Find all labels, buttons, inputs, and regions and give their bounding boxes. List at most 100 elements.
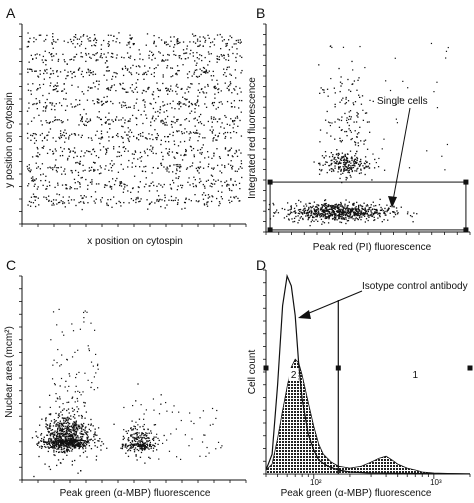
panel-a-point — [156, 198, 158, 201]
panel-a-point — [107, 52, 109, 54]
panel-c-point — [143, 442, 146, 445]
panel-b-point — [355, 161, 357, 163]
panel-a-point — [207, 194, 210, 196]
panel-a-point — [177, 163, 179, 166]
panel-c-point — [146, 441, 148, 443]
panel-a-point — [227, 53, 229, 56]
panel-b-point — [331, 211, 333, 213]
panel-a-point — [119, 184, 121, 187]
panel-a-point — [74, 34, 77, 36]
panel-c-point — [154, 442, 157, 445]
panel-a-point — [196, 51, 198, 54]
panel-a-point — [130, 131, 133, 134]
panel-a-point — [221, 185, 223, 187]
panel-a-point — [231, 155, 234, 157]
panel-a-point — [215, 108, 217, 110]
panel-a-point — [227, 163, 230, 165]
panel-c-point — [136, 459, 138, 461]
panel-c-point — [131, 434, 133, 436]
panel-a-point — [232, 120, 234, 122]
panel-c-point — [80, 427, 83, 429]
panel-a-point — [47, 134, 49, 136]
panel-c-point — [75, 424, 77, 426]
panel-a-point — [109, 127, 111, 130]
panel-a-point — [185, 150, 187, 153]
panel-b-point — [289, 209, 291, 211]
panel-a-point — [26, 46, 28, 48]
panel-c-point — [129, 447, 132, 449]
panel-c-point — [65, 419, 67, 422]
panel-c-point — [133, 433, 135, 435]
panel-b-point — [327, 204, 330, 207]
panel-a-point — [227, 150, 229, 152]
panel-a-point — [152, 107, 155, 110]
panel-c-point — [49, 468, 52, 471]
panel-b-point — [346, 213, 348, 215]
panel-b-point — [358, 132, 360, 134]
panel-a-point — [124, 65, 126, 67]
panel-b-point — [313, 220, 315, 223]
panel-b-point — [321, 169, 323, 171]
panel-a-point — [238, 168, 240, 170]
panel-c-point — [88, 439, 90, 441]
panel-b-point — [351, 210, 354, 212]
panel-c-point — [86, 437, 89, 439]
panel-c-point — [178, 411, 180, 413]
panel-a-point — [106, 60, 108, 62]
panel-c-point — [66, 428, 69, 430]
panel-a-point — [64, 168, 66, 170]
panel-a-point — [184, 128, 186, 130]
panel-b-point — [366, 121, 369, 123]
panel-c-point — [75, 433, 77, 435]
panel-b-point — [326, 110, 328, 113]
panel-a-point — [78, 162, 80, 164]
panel-b-point — [352, 161, 355, 163]
panel-a-point — [54, 109, 56, 111]
panel-c-point — [58, 424, 61, 426]
panel-a-point — [65, 132, 67, 135]
panel-c-point — [85, 447, 87, 449]
panel-a-point — [61, 90, 64, 92]
panel-a-point — [52, 47, 54, 49]
panel-a-point — [232, 127, 234, 129]
panel-a-point — [33, 41, 35, 43]
panel-c-point — [46, 441, 48, 443]
panel-a-point — [121, 106, 123, 108]
panel-c-point — [144, 446, 146, 449]
panel-a-point — [146, 148, 149, 150]
panel-b-point — [312, 205, 314, 207]
panel-c-point — [60, 448, 62, 451]
panel-b-point — [368, 216, 370, 219]
panel-b-point — [315, 219, 317, 221]
panel-a-point — [60, 146, 62, 149]
panel-c-point — [96, 434, 98, 436]
panel-c-point — [136, 442, 139, 445]
panel-b-point — [349, 214, 351, 216]
panel-c-point — [57, 459, 60, 461]
panel-c-point — [48, 394, 51, 397]
panel-b-point — [350, 208, 352, 210]
panel-a-point — [32, 202, 35, 204]
panel-c-point — [134, 436, 136, 439]
panel-b-point — [364, 212, 367, 215]
panel-c-point — [64, 440, 66, 443]
panel-a-point — [106, 150, 108, 152]
panel-a-point — [83, 33, 85, 36]
panel-a-point — [30, 68, 32, 70]
panel-a-point — [232, 184, 235, 187]
panel-a-point — [229, 189, 231, 191]
panel-a-point — [156, 185, 158, 187]
panel-c-point — [67, 401, 70, 403]
panel-a-point — [64, 69, 66, 71]
panel-c-point — [44, 441, 46, 443]
panel-a-point — [235, 39, 238, 42]
panel-c-point — [199, 455, 201, 457]
panel-a-point — [212, 104, 215, 107]
panel-a-point — [124, 186, 126, 188]
panel-a-point — [87, 202, 89, 204]
panel-c-point — [125, 443, 127, 445]
panel-b-point — [379, 212, 381, 214]
panel-a-point — [156, 137, 158, 139]
panel-b-point — [357, 167, 359, 169]
panel-a-point — [214, 87, 216, 90]
